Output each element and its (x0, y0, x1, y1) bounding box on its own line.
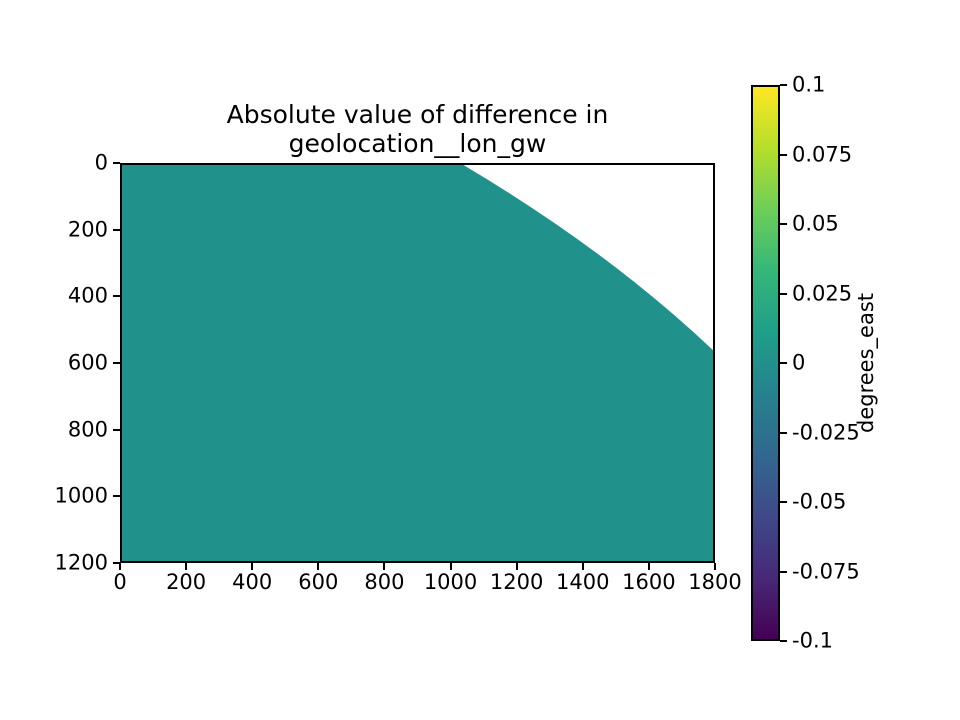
x-tick-mark (251, 563, 254, 570)
chart-title-line-2: geolocation__lon_gw (288, 129, 547, 158)
colorbar-axis-label: degrees_east (854, 293, 878, 433)
x-tick-mark (449, 563, 452, 570)
x-tick-label: 1200 (489, 570, 544, 594)
x-tick-mark (581, 563, 584, 570)
y-tick-label: 1000 (54, 483, 108, 508)
colorbar-tick-mark (780, 153, 787, 156)
y-tick-label: 600 (67, 350, 108, 375)
colorbar-tick-label: 0 (792, 350, 806, 375)
y-tick-mark (113, 495, 120, 498)
x-tick-label: 200 (166, 570, 207, 594)
colorbar-tick-label: 0.075 (792, 142, 853, 166)
x-tick-mark (515, 563, 518, 570)
colorbar-tick-label: -0.1 (792, 628, 833, 653)
y-tick-mark (113, 428, 120, 431)
x-tick-mark (119, 563, 121, 570)
colorbar-tick-mark (780, 223, 787, 225)
y-tick-label: 1200 (54, 550, 108, 575)
colorbar-tick-mark (780, 362, 787, 364)
y-tick-label: 800 (67, 417, 108, 442)
x-tick-mark (185, 563, 188, 570)
heatmap-image (122, 165, 713, 561)
colorbar-tick-mark (780, 292, 787, 295)
colorbar-tick-label: -0.075 (792, 559, 860, 583)
colorbar-tick-label: 0.05 (792, 211, 839, 236)
colorbar-tick-label: -0.025 (792, 420, 860, 444)
chart-title: Absolute value of difference in geolocat… (120, 100, 715, 158)
x-tick-label: 600 (298, 570, 339, 594)
colorbar (751, 85, 780, 641)
colorbar-tick-label: 0.025 (792, 281, 853, 305)
y-tick-mark (113, 228, 120, 231)
x-tick-label: 1800 (688, 570, 742, 594)
colorbar-tick-mark (780, 640, 787, 642)
x-tick-label: 1000 (423, 570, 478, 594)
y-tick-mark (113, 362, 120, 364)
y-tick-label: 200 (67, 217, 108, 242)
y-tick-mark (113, 562, 120, 564)
x-tick-mark (383, 563, 386, 570)
x-tick-label: 400 (232, 570, 273, 594)
y-tick-mark (113, 162, 120, 164)
colorbar-tick-label: -0.05 (792, 489, 847, 514)
x-tick-label: 0 (113, 570, 127, 594)
colorbar-tick-mark (780, 431, 787, 434)
plot-area (120, 163, 715, 563)
x-tick-mark (647, 563, 650, 570)
x-tick-mark (714, 563, 716, 570)
chart-title-line-1: Absolute value of difference in (226, 100, 609, 129)
heatmap-data-region (122, 165, 713, 561)
x-tick-mark (317, 563, 320, 570)
x-tick-label: 1400 (556, 570, 610, 594)
x-tick-label: 800 (364, 570, 405, 594)
y-tick-label: 400 (67, 283, 108, 308)
colorbar-tick-mark (780, 501, 787, 503)
colorbar-tick-mark (780, 84, 787, 86)
x-tick-label: 1600 (622, 570, 676, 594)
colorbar-tick-mark (780, 570, 787, 573)
colorbar-tick-label: 0.1 (792, 72, 826, 97)
y-tick-label: 0 (94, 150, 108, 175)
y-tick-mark (113, 295, 120, 298)
